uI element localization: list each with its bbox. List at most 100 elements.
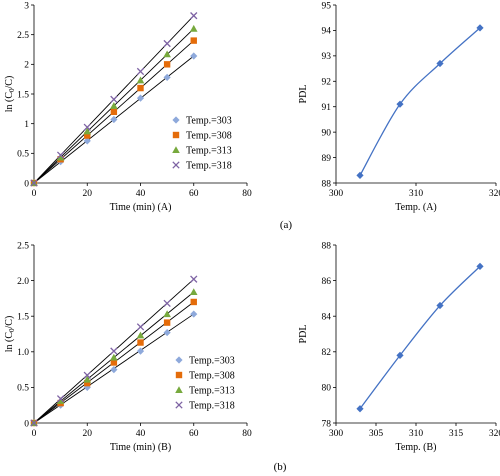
x-tick-label: 80 xyxy=(242,429,252,439)
y-axis-label: ln (C0/C) xyxy=(4,76,16,113)
data-point xyxy=(83,371,91,379)
legend-label: Temp.=318 xyxy=(189,401,235,412)
y-tick-label: 1.5 xyxy=(17,90,29,100)
data-point xyxy=(136,94,145,102)
chart-a-right: 300 310 320 88 89 90 91 92 93 94 95 Temp. (A) PDL xyxy=(298,1,500,213)
data-point xyxy=(190,52,198,60)
data-point xyxy=(30,419,38,427)
legend-label: Temp.=303 xyxy=(189,356,235,367)
chart-a-left: 0 20 40 60 80 0 0.5 1 1.5 2 2.5 3 Time (min) (A) ln (… xyxy=(4,1,252,213)
data-point xyxy=(436,301,444,310)
data-point xyxy=(163,310,171,318)
data-point xyxy=(136,323,145,331)
data-point xyxy=(83,137,91,145)
data-point xyxy=(163,39,171,48)
legend: Temp.=303 Temp.=308 Temp.=313 Temp.=318 xyxy=(175,356,235,412)
legend-marker xyxy=(175,401,183,409)
x-tick-label: 40 xyxy=(136,189,146,199)
x-axis-label: Temp. (B) xyxy=(396,442,437,453)
series-Temp.=318 xyxy=(30,12,198,187)
data-point xyxy=(163,61,171,68)
x-tick-label: 310 xyxy=(409,429,424,439)
y-tick-label: 80 xyxy=(322,384,332,394)
data-point xyxy=(110,115,118,124)
legend-label: Temp.=308 xyxy=(189,371,235,382)
x-tick-label: 300 xyxy=(329,189,344,199)
series-Temp.=303 xyxy=(30,310,198,427)
series-line xyxy=(359,27,481,176)
y-tick-label: 89 xyxy=(322,154,332,164)
x-tick-label: 20 xyxy=(83,189,93,199)
data-point xyxy=(56,151,65,159)
data-point xyxy=(110,353,118,361)
x-tick-label: 40 xyxy=(136,429,146,439)
legend-marker xyxy=(175,371,183,379)
series-Temp.=318 xyxy=(30,275,198,427)
legend-marker xyxy=(172,161,180,169)
data-point xyxy=(110,95,118,103)
y-tick-label: 3 xyxy=(24,1,29,11)
chart-b-right: 300 305 310 315 320 78 80 82 84 86 88 Temp. (B) PDL xyxy=(298,241,500,453)
x-axis-label: Temp. (A) xyxy=(395,202,437,213)
x-tick-label: 80 xyxy=(242,189,252,199)
data-point xyxy=(396,351,404,359)
legend-label: Temp.=303 xyxy=(186,116,232,127)
legend-label: Temp.=313 xyxy=(186,146,232,157)
y-tick-label: 0.5 xyxy=(17,384,29,394)
y-tick-label: 2 xyxy=(24,61,29,71)
legend-marker xyxy=(172,146,180,153)
legend-marker xyxy=(175,386,183,393)
data-point xyxy=(136,67,145,76)
y-axis-label: PDL xyxy=(298,325,309,344)
data-point xyxy=(56,153,65,161)
panel-label-b: (b) xyxy=(274,461,287,473)
data-point xyxy=(396,100,404,108)
y-tick-label: 78 xyxy=(322,419,332,429)
y-tick-label: 1 xyxy=(24,120,29,130)
data-point xyxy=(137,339,144,346)
data-point xyxy=(83,383,91,391)
data-point xyxy=(356,171,364,179)
x-tick-label: 320 xyxy=(489,189,500,199)
data-point xyxy=(56,397,65,404)
data-point xyxy=(476,24,484,32)
data-point xyxy=(83,375,92,383)
data-point xyxy=(110,108,118,115)
y-tick-label: 2.0 xyxy=(17,277,29,287)
legend-label: Temp.=308 xyxy=(186,131,232,142)
data-point xyxy=(84,379,91,387)
data-point xyxy=(137,84,144,92)
y-tick-label: 91 xyxy=(322,103,332,113)
x-tick-label: 0 xyxy=(32,189,37,199)
y-tick-label: 92 xyxy=(322,78,332,88)
data-point xyxy=(163,328,171,337)
y-tick-label: 88 xyxy=(322,241,332,251)
data-point xyxy=(189,288,198,295)
data-point xyxy=(163,73,171,81)
legend-marker xyxy=(175,356,183,364)
data-point xyxy=(30,179,38,187)
legend-label: Temp.=318 xyxy=(186,161,232,172)
data-point xyxy=(83,127,92,135)
x-axis-label: Time (min) (B) xyxy=(110,442,171,453)
x-tick-label: 315 xyxy=(449,429,464,439)
x-tick-label: 320 xyxy=(489,429,500,439)
x-tick-label: 305 xyxy=(369,429,384,439)
y-tick-label: 0.5 xyxy=(17,150,29,160)
legend-marker xyxy=(172,116,180,124)
chart-b-left: 0 20 40 60 80 0 0.5 1.0 1.5 2.0 2.5 Time (min) (B) l… xyxy=(4,241,252,453)
data-point xyxy=(110,347,118,355)
data-point xyxy=(190,310,198,318)
data-point xyxy=(136,76,145,84)
y-tick-label: 93 xyxy=(322,52,332,62)
data-point xyxy=(190,37,197,44)
data-point xyxy=(189,24,198,32)
data-point xyxy=(83,123,91,131)
y-axis-label: ln (C0/C) xyxy=(4,316,16,353)
y-tick-label: 82 xyxy=(322,348,332,358)
y-axis-label: PDL xyxy=(298,85,309,104)
data-point xyxy=(190,275,198,283)
series-line xyxy=(359,265,481,410)
legend-marker xyxy=(172,131,180,139)
